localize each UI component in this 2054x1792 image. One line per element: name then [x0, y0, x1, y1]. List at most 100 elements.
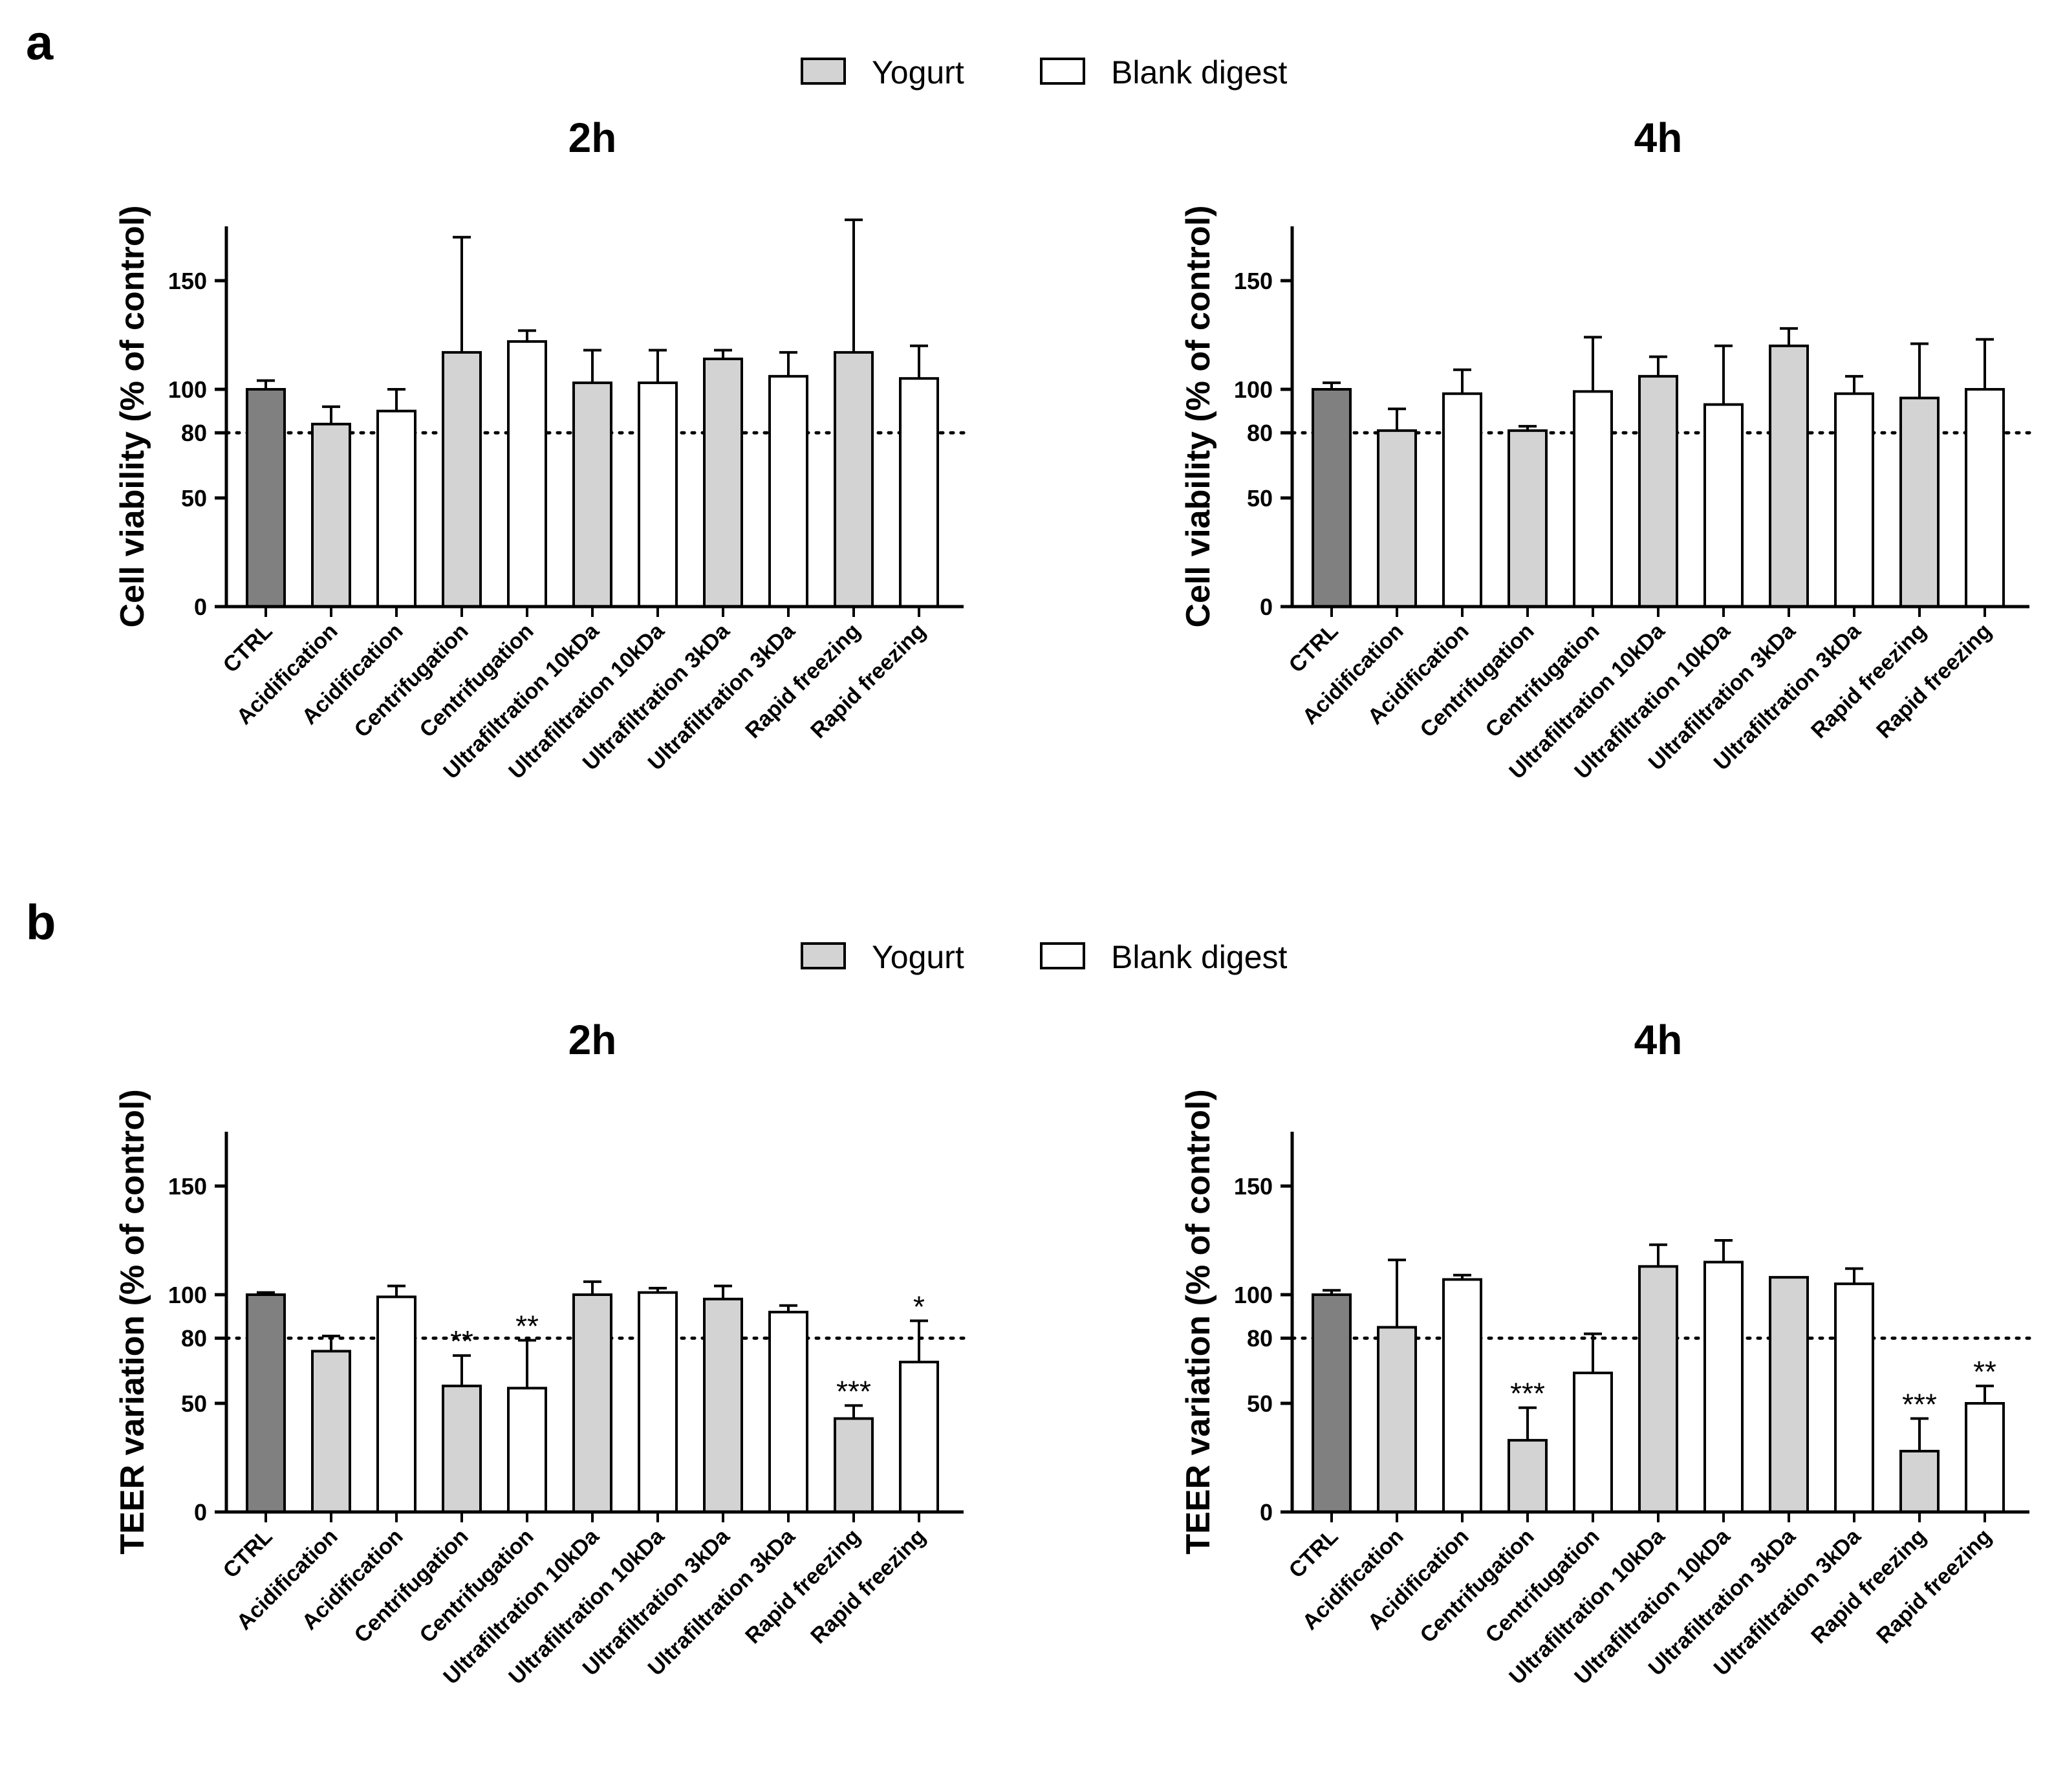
bar-yogurt-acidification: [1377, 429, 1417, 609]
x-tick-label: CTRL: [219, 1524, 277, 1583]
y-tick-label: 50: [1247, 1390, 1273, 1417]
x-tick-label: Rapid freezing: [1806, 1524, 1931, 1649]
legend-swatch-yogurt: [801, 942, 846, 969]
bar-blank-acidification: [376, 409, 416, 608]
bar-ctrl-ctrl: [246, 1293, 286, 1513]
chart-title: 2h: [568, 1017, 617, 1063]
bar-yogurt-ultrafiltration-10kda: [1638, 374, 1678, 609]
y-tick-label: 0: [1260, 594, 1273, 620]
y-tick-label: 50: [1247, 485, 1273, 512]
x-tick-label: Rapid freezing: [806, 1524, 931, 1649]
bar-yogurt-ultrafiltration-3kda: [1769, 344, 1809, 608]
y-tick-label: 80: [181, 420, 207, 446]
x-tick-label: Rapid freezing: [806, 619, 931, 744]
x-tick-label: Centrifugation: [1481, 619, 1605, 742]
bar-blank-ultrafiltration-10kda: [638, 1291, 678, 1513]
legend-label-blank-digest: Blank digest: [1111, 939, 1287, 975]
y-tick-label: 80: [1247, 1325, 1273, 1352]
bar-blank-acidification: [1442, 392, 1482, 608]
bar-yogurt-rapid-freezing: [1899, 1449, 1940, 1513]
bar-blank-ultrafiltration-3kda: [768, 1310, 808, 1513]
bar-blank-rapid-freezing: [899, 1361, 939, 1513]
bar-blank-rapid-freezing: [899, 377, 939, 608]
y-tick-label: 100: [1234, 376, 1273, 403]
bar-yogurt-rapid-freezing: [834, 1417, 874, 1514]
x-tick-label: Centrifugation: [1416, 619, 1539, 742]
bar-yogurt-centrifugation: [442, 1385, 482, 1514]
bar-blank-ultrafiltration-3kda: [768, 374, 808, 609]
bar-yogurt-centrifugation: [442, 351, 482, 608]
bar-yogurt-ultrafiltration-3kda: [703, 1297, 743, 1513]
chart-title: 4h: [1634, 114, 1683, 161]
x-tick-label: Rapid freezing: [1806, 619, 1931, 744]
y-tick-label: 150: [168, 1173, 207, 1200]
legend-label-yogurt: Yogurt: [872, 54, 964, 91]
x-tick-label: CTRL: [1284, 619, 1343, 678]
significance-label: ***: [836, 1374, 871, 1408]
bar-blank-ultrafiltration-10kda: [638, 381, 678, 608]
y-tick-label: 100: [168, 376, 207, 403]
y-tick-label: 0: [194, 594, 207, 620]
bar-blank-centrifugation: [507, 1387, 547, 1513]
x-tick-label: Rapid freezing: [741, 619, 865, 744]
y-tick-label: 0: [1260, 1499, 1273, 1526]
y-tick-label: 80: [181, 1325, 207, 1352]
significance-label: **: [515, 1310, 539, 1343]
bar-yogurt-acidification: [311, 422, 351, 608]
bar-yogurt-acidification: [311, 1350, 351, 1514]
bar-blank-acidification: [1442, 1278, 1482, 1513]
bar-blank-ultrafiltration-10kda: [1703, 403, 1744, 609]
significance-label: ***: [1510, 1377, 1545, 1410]
bar-blank-rapid-freezing: [1965, 388, 2005, 608]
bar-yogurt-ultrafiltration-3kda: [1769, 1276, 1809, 1513]
bar-yogurt-centrifugation: [1508, 1439, 1548, 1514]
bar-yogurt-ultrafiltration-3kda: [703, 357, 743, 609]
bar-blank-ultrafiltration-3kda: [1834, 392, 1874, 608]
y-tick-label: 100: [1234, 1282, 1273, 1308]
bar-yogurt-rapid-freezing: [1899, 396, 1940, 608]
x-tick-label: Centrifugation: [1481, 1524, 1605, 1648]
bar-blank-acidification: [376, 1295, 416, 1513]
y-tick-label: 80: [1247, 420, 1273, 446]
bar-blank-rapid-freezing: [1965, 1402, 2005, 1513]
x-tick-label: Centrifugation: [350, 619, 473, 742]
bar-yogurt-ultrafiltration-10kda: [572, 381, 612, 608]
legend-label-yogurt: Yogurt: [872, 939, 964, 975]
bar-blank-centrifugation: [507, 340, 547, 609]
bar-yogurt-rapid-freezing: [834, 351, 874, 608]
x-tick-label: Rapid freezing: [1872, 619, 1996, 744]
bar-ctrl-ctrl: [1312, 1293, 1352, 1513]
bar-yogurt-ultrafiltration-10kda: [572, 1293, 612, 1513]
panel-label-a: a: [26, 16, 54, 70]
bar-blank-ultrafiltration-10kda: [1703, 1260, 1744, 1513]
x-tick-label: CTRL: [1284, 1524, 1343, 1583]
chart-title: 4h: [1634, 1017, 1683, 1063]
legend-swatch-blank-digest: [1040, 942, 1085, 969]
bar-yogurt-centrifugation: [1508, 429, 1548, 609]
y-tick-label: 150: [1234, 1173, 1273, 1200]
bar-blank-centrifugation: [1573, 390, 1613, 608]
x-tick-label: Centrifugation: [350, 1524, 473, 1648]
panel-label-b: b: [26, 895, 56, 950]
x-tick-label: Rapid freezing: [1872, 1524, 1996, 1649]
y-tick-label: 50: [181, 1390, 207, 1417]
bar-blank-ultrafiltration-3kda: [1834, 1282, 1874, 1513]
significance-label: *: [913, 1290, 925, 1323]
legend-label-blank-digest: Blank digest: [1111, 54, 1287, 91]
x-tick-label: Rapid freezing: [741, 1524, 865, 1649]
legend-a: Yogurt Blank digest: [801, 54, 1287, 91]
bar-blank-centrifugation: [1573, 1371, 1613, 1513]
y-axis-label: TEER variation (% of control): [1180, 1089, 1217, 1554]
x-tick-label: Centrifugation: [415, 619, 539, 742]
y-tick-label: 0: [194, 1499, 207, 1526]
bar-ctrl-ctrl: [246, 388, 286, 608]
x-tick-label: CTRL: [219, 619, 277, 678]
y-tick-label: 150: [1234, 268, 1273, 294]
x-tick-label: Centrifugation: [1416, 1524, 1539, 1648]
x-tick-label: Centrifugation: [415, 1524, 539, 1648]
